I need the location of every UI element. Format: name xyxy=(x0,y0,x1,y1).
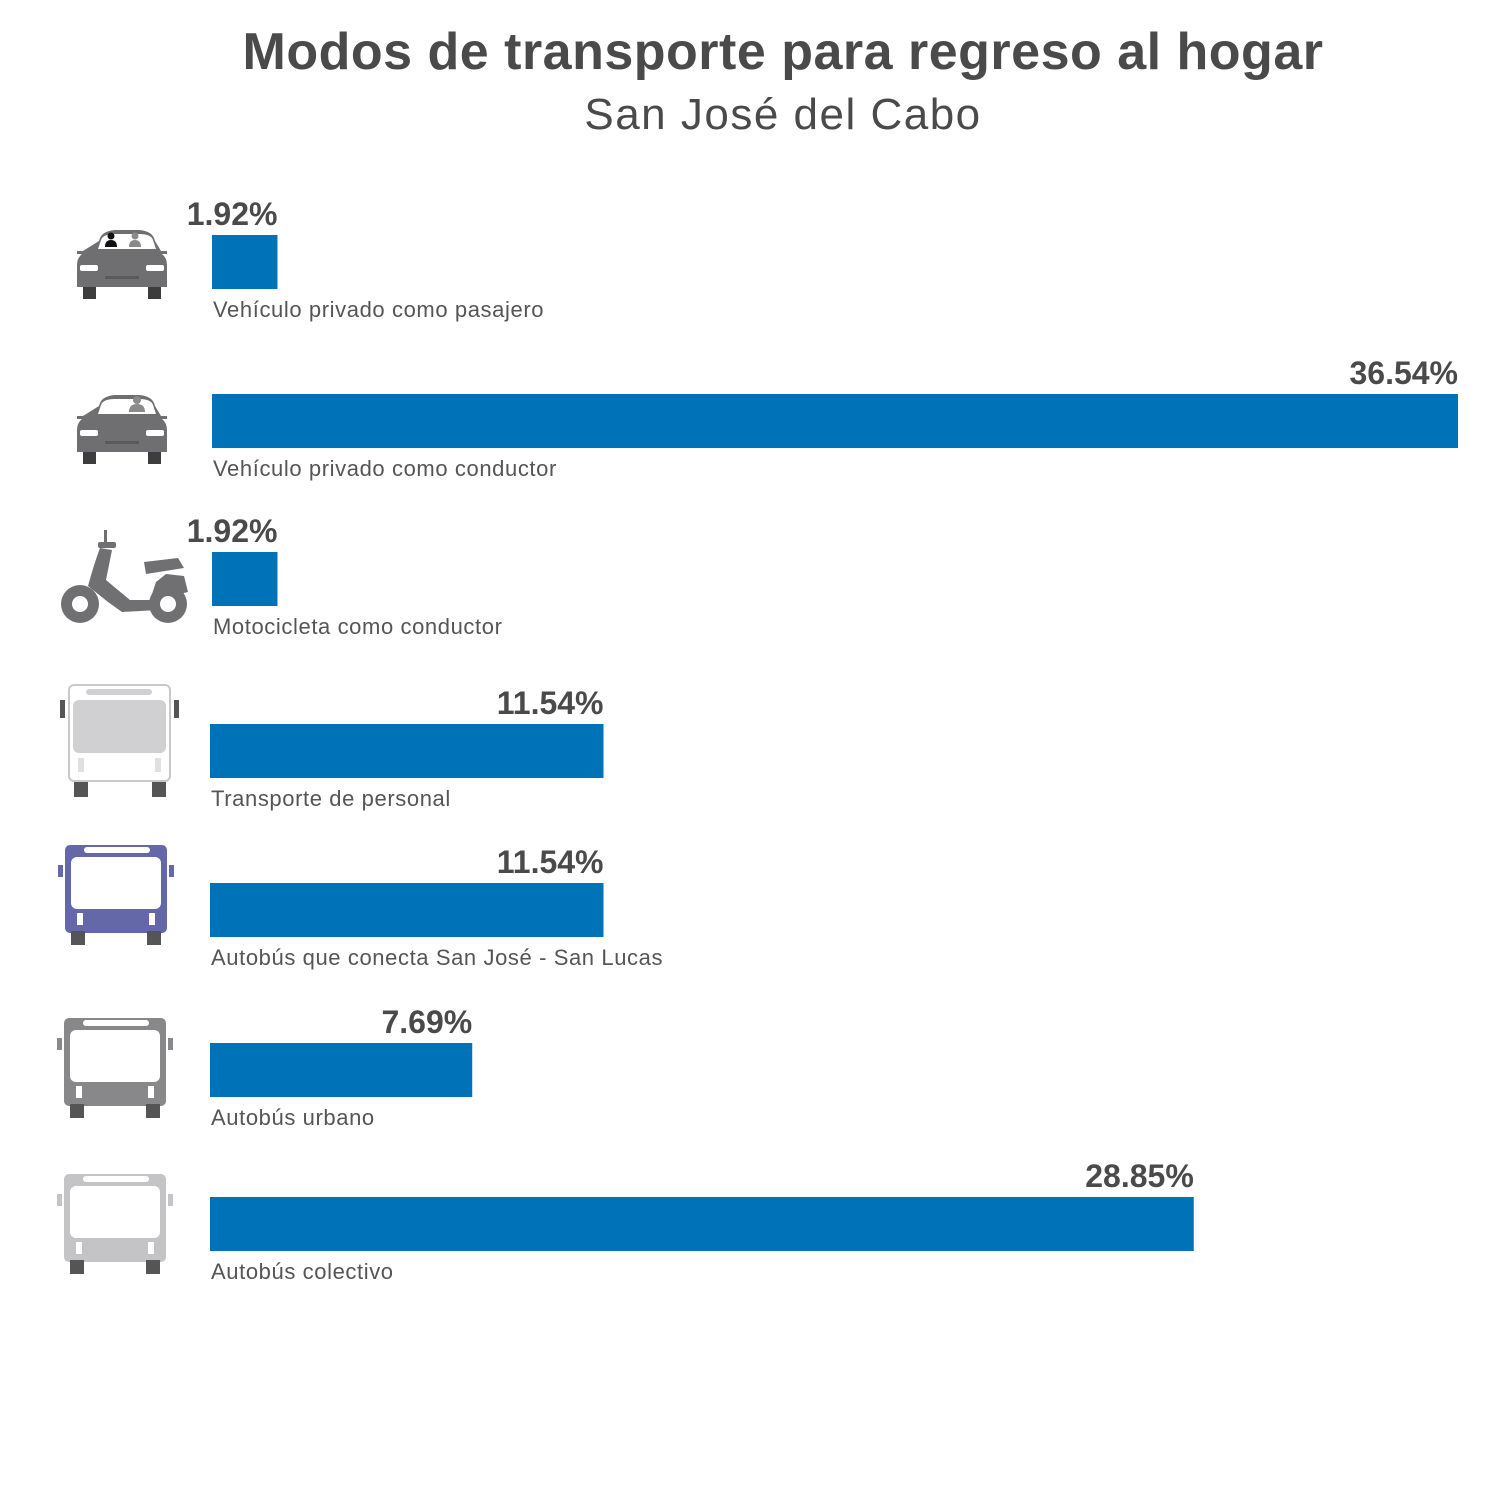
bar xyxy=(210,883,604,937)
bar xyxy=(212,235,278,289)
car-driver-icon xyxy=(77,395,167,464)
intercity-bus-icon xyxy=(58,845,174,945)
chart-subtitle: San José del Cabo xyxy=(584,90,982,139)
bar-value-label: 36.54% xyxy=(1349,355,1458,391)
bars-layer: 1.92% Vehículo privado como pasajero 36.54… xyxy=(187,196,1458,1284)
bar-value-label: 11.54% xyxy=(497,685,604,721)
category-label: Vehículo privado como pasajero xyxy=(213,297,544,322)
motorcycle-icon xyxy=(61,530,188,623)
category-label: Transporte de personal xyxy=(211,786,451,811)
urban-bus-icon xyxy=(57,1018,173,1118)
category-label: Motocicleta como conductor xyxy=(213,614,503,639)
bar xyxy=(212,552,278,606)
bar xyxy=(212,394,1458,448)
category-label: Autobús colectivo xyxy=(211,1259,394,1284)
bar-value-label: 1.92% xyxy=(187,513,278,549)
bar xyxy=(210,1043,473,1097)
bar-value-label: 1.92% xyxy=(187,196,278,232)
bar-value-label: 7.69% xyxy=(381,1004,472,1040)
category-label: Vehículo privado como conductor xyxy=(213,456,557,481)
chart-title: Modos de transporte para regreso al hoga… xyxy=(242,23,1324,81)
bar xyxy=(210,724,604,778)
bar-value-label: 28.85% xyxy=(1085,1158,1194,1194)
bar xyxy=(210,1197,1194,1251)
staff-bus-icon xyxy=(60,684,179,797)
collective-bus-icon xyxy=(57,1174,173,1274)
car-passenger-icon xyxy=(77,230,167,299)
category-label: Autobús que conecta San José - San Lucas xyxy=(211,945,663,970)
bar-value-label: 11.54% xyxy=(497,844,604,880)
category-label: Autobús urbano xyxy=(211,1105,375,1130)
